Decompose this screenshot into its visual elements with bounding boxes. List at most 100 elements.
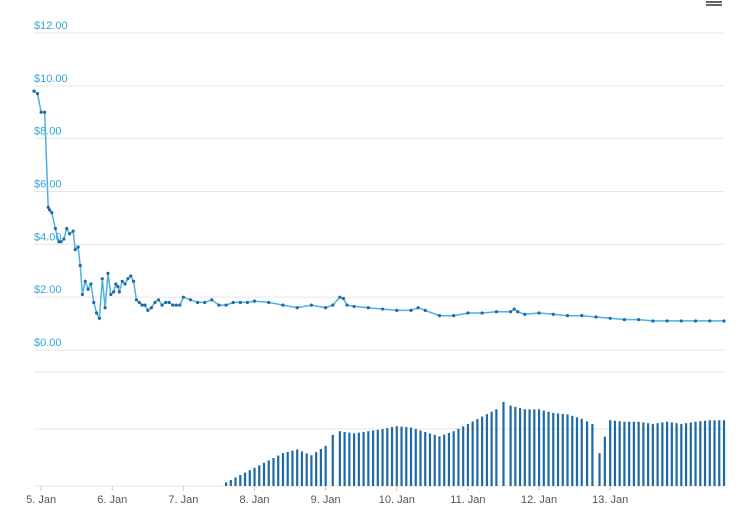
menu-icon[interactable] <box>706 0 722 6</box>
volume-bar <box>286 451 289 486</box>
x-tick-label: 6. Jan <box>97 494 127 506</box>
price-point <box>281 303 285 307</box>
volume-bar <box>390 427 394 486</box>
price-point <box>167 300 171 305</box>
price-point <box>71 229 75 233</box>
volume-bar <box>305 453 308 486</box>
price-point <box>565 314 570 318</box>
volume-bar <box>585 421 589 486</box>
price-point <box>174 303 178 307</box>
price-point <box>153 300 157 305</box>
price-point <box>637 318 641 322</box>
volume-bar <box>315 452 318 486</box>
volume-bar <box>656 423 659 486</box>
volume-bar <box>433 434 436 486</box>
volume-bar <box>502 402 505 486</box>
volume-bar <box>618 421 621 486</box>
price-point <box>252 299 257 303</box>
x-tick-label: 5. Jan <box>26 494 56 506</box>
volume-bar <box>580 418 583 486</box>
price-point <box>39 110 43 114</box>
volume-bar <box>452 431 455 486</box>
price-point <box>409 308 413 312</box>
volume-bar <box>367 431 370 486</box>
volume-bar <box>272 458 275 486</box>
volume-bar <box>665 421 669 486</box>
price-point <box>665 319 669 323</box>
price-point <box>345 303 349 307</box>
price-point <box>480 311 484 315</box>
price-point <box>608 316 612 320</box>
price-point <box>106 271 110 275</box>
volume-bar <box>703 420 707 486</box>
price-point <box>65 226 69 231</box>
volume-bar <box>438 436 441 486</box>
volume-bar <box>353 433 356 486</box>
price-point <box>100 277 104 281</box>
x-tick-label: 8. Jan <box>240 494 270 506</box>
volume-bar <box>623 421 626 486</box>
price-point <box>722 319 726 323</box>
volume-bar <box>495 409 498 486</box>
price-point <box>580 314 584 318</box>
price-point <box>679 319 683 323</box>
volume-bar <box>239 475 242 486</box>
volume-bar <box>443 434 446 486</box>
price-point <box>238 300 242 305</box>
volume-bar <box>699 421 702 486</box>
volume-bar <box>224 482 228 486</box>
price-point <box>508 310 513 314</box>
price-point <box>203 300 207 305</box>
volume-bar <box>248 470 251 486</box>
price-point <box>452 314 456 318</box>
volume-bar <box>343 431 346 486</box>
volume-bar <box>670 422 673 486</box>
price-point <box>437 314 442 318</box>
x-tick-label: 12. Jan <box>521 494 557 506</box>
price-point <box>512 307 516 311</box>
price-point <box>76 245 80 249</box>
x-tick-label: 10. Jan <box>379 494 415 506</box>
volume-bar <box>381 429 384 486</box>
grid-lines <box>34 32 724 487</box>
volume-bar <box>722 420 726 486</box>
price-point <box>651 319 655 323</box>
price-point <box>134 298 139 302</box>
volume-bar <box>310 455 313 486</box>
y-axis-labels: $12.00$10.00$8.00$6.00$4.00$2.00$0.00 <box>34 20 68 349</box>
price-point <box>112 290 116 294</box>
volume-bar <box>229 479 232 486</box>
volume-bar <box>571 415 574 486</box>
price-point <box>73 248 77 252</box>
price-point <box>309 303 314 307</box>
volume-bar <box>490 411 493 486</box>
volume-bar <box>661 422 664 486</box>
price-point <box>143 303 147 307</box>
volume-bar <box>642 422 645 486</box>
price-point <box>551 312 555 316</box>
volume-bar <box>262 462 266 486</box>
volume-bar <box>509 405 512 486</box>
volume-bar <box>598 453 601 486</box>
price-point <box>231 300 235 305</box>
price-point <box>324 306 328 310</box>
volume-bar <box>481 416 484 486</box>
volume-bar <box>457 428 460 486</box>
volume-bar <box>647 423 650 486</box>
volume-bar <box>552 412 555 486</box>
y-tick-label: $8.00 <box>34 126 62 138</box>
volume-bar <box>471 421 474 486</box>
volume-bar <box>338 431 341 486</box>
volume-bar <box>281 453 285 486</box>
price-point <box>53 226 57 231</box>
price-line <box>33 90 724 322</box>
volume-bar <box>419 430 422 486</box>
price-point <box>86 287 90 291</box>
y-tick-label: $4.00 <box>34 231 62 243</box>
price-point <box>46 205 50 209</box>
volume-bar <box>694 421 697 486</box>
price-point <box>78 263 82 268</box>
x-tick-label: 7. Jan <box>168 494 198 506</box>
price-point <box>48 208 52 212</box>
